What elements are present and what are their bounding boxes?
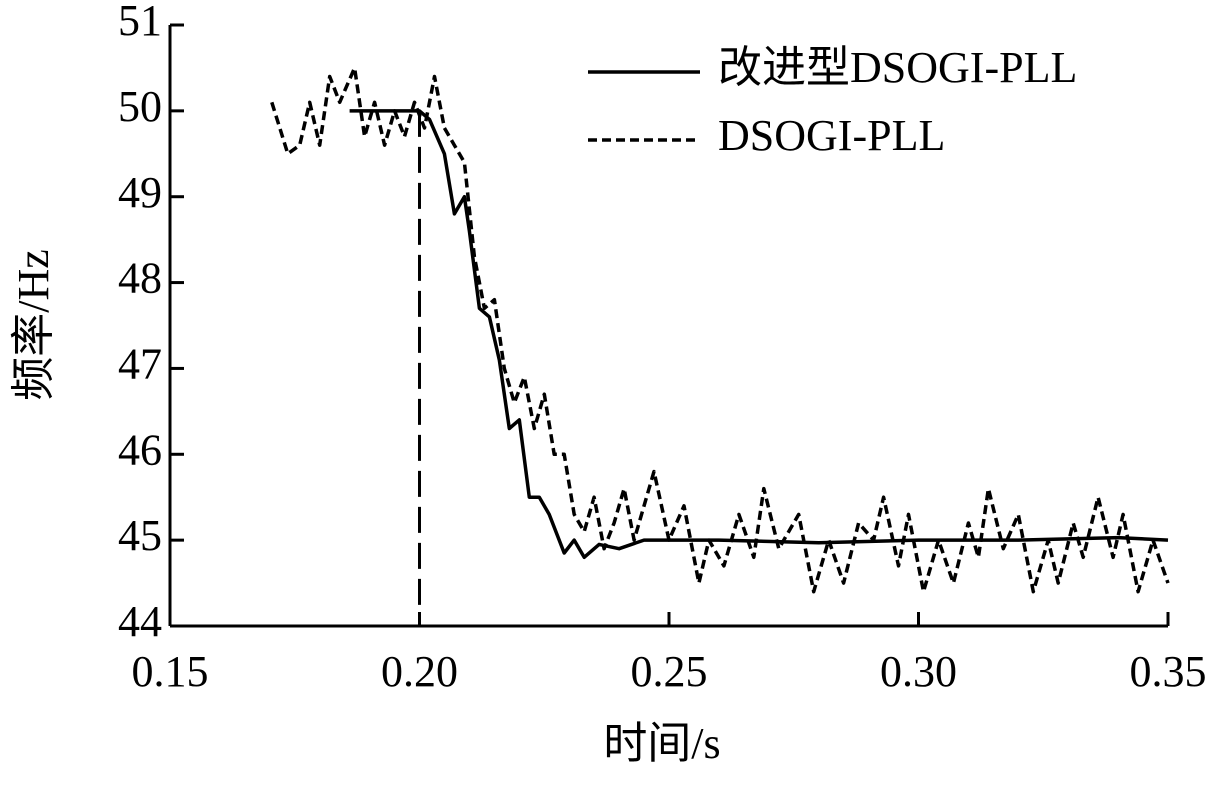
legend-label: DSOGI-PLL <box>718 111 945 160</box>
x-tick-label: 0.20 <box>381 647 458 696</box>
y-tick-label: 45 <box>118 511 162 560</box>
y-tick-label: 51 <box>118 0 162 45</box>
y-tick-label: 46 <box>118 425 162 474</box>
x-tick-label: 0.35 <box>1130 647 1207 696</box>
y-tick-label: 47 <box>118 340 162 389</box>
x-tick-label: 0.30 <box>880 647 957 696</box>
y-axis-label: 频率/Hz <box>9 249 58 401</box>
series-line <box>270 66 1170 594</box>
y-tick-label: 48 <box>118 254 162 303</box>
series-line <box>349 109 1169 560</box>
x-tick-label: 0.25 <box>631 647 708 696</box>
x-axis-label: 时间/s <box>603 719 720 768</box>
legend-label: 改进型DSOGI-PLL <box>718 43 1077 92</box>
y-tick-label: 50 <box>118 82 162 131</box>
y-tick-label: 44 <box>118 597 162 646</box>
x-tick-label: 0.15 <box>132 647 209 696</box>
y-tick-label: 49 <box>118 168 162 217</box>
